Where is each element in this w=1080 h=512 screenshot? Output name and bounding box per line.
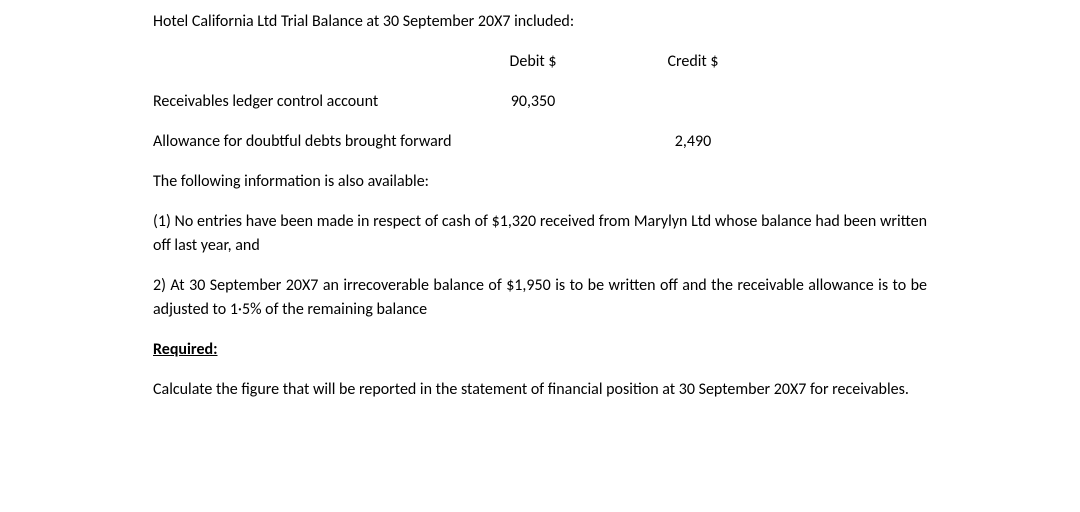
header-debit: Debit $ [453, 50, 613, 74]
table-row: Allowance for doubtful debts brought for… [153, 130, 927, 154]
point-2: 2) At 30 September 20X7 an irrecoverable… [153, 274, 927, 322]
row-desc: Allowance for doubtful debts brought for… [153, 130, 513, 154]
table-row: Receivables ledger control account 90,35… [153, 90, 927, 114]
row-credit [613, 90, 773, 114]
header-credit: Credit $ [613, 50, 773, 74]
required-label: Required: [153, 338, 927, 362]
row-debit: 90,350 [453, 90, 613, 114]
required-text: Calculate the figure that will be report… [153, 378, 927, 402]
document-page: Hotel California Ltd Trial Balance at 30… [0, 0, 1080, 402]
row-desc: Receivables ledger control account [153, 90, 453, 114]
row-credit: 2,490 [613, 130, 773, 154]
point-1: (1) No entries have been made in respect… [153, 210, 927, 258]
row-debit [513, 130, 613, 154]
subhead-line: The following information is also availa… [153, 170, 927, 194]
intro-line: Hotel California Ltd Trial Balance at 30… [153, 10, 927, 34]
table-header-row: Debit $ Credit $ [153, 50, 927, 74]
header-desc [153, 50, 453, 74]
